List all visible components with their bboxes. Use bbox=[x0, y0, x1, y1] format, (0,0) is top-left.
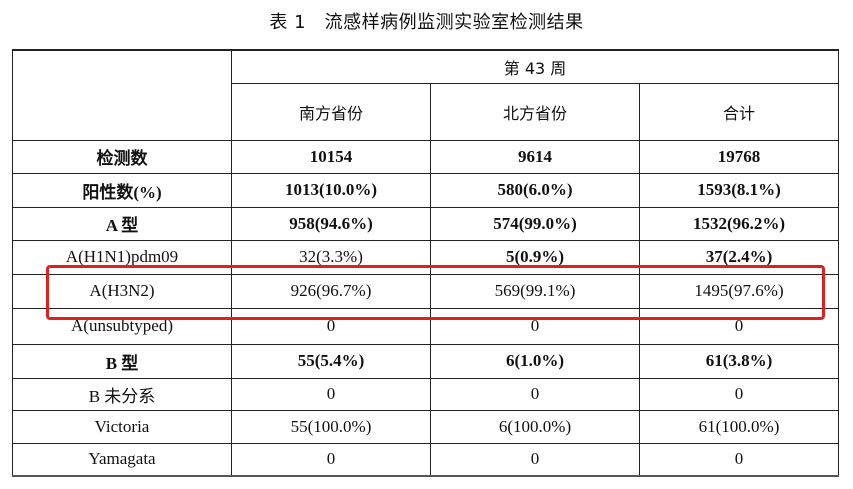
value-cell: 1495(97.6%) bbox=[638, 273, 840, 309]
row-label: 检测数 bbox=[12, 139, 232, 174]
row-label: 阳性数(%) bbox=[12, 172, 232, 208]
row-label: A(unsubtyped) bbox=[12, 307, 232, 345]
table-row: Victoria 55(100.0%) 6(100.0%) 61(100.0%) bbox=[12, 409, 840, 444]
value-cell: 0 bbox=[638, 442, 840, 477]
row-label: A(H3N2) bbox=[12, 273, 232, 309]
value-cell: 0 bbox=[638, 377, 840, 411]
table-row: A(unsubtyped) 0 0 0 bbox=[12, 307, 840, 345]
value-cell: 0 bbox=[430, 442, 640, 477]
value-cell: 37(2.4%) bbox=[638, 239, 840, 275]
table-row: Yamagata 0 0 0 bbox=[12, 442, 840, 477]
value-cell: 0 bbox=[231, 377, 431, 411]
value-cell: 1532(96.2%) bbox=[638, 206, 840, 241]
table-title: 表 1 流感样病例监测实验室检测结果 bbox=[269, 12, 584, 33]
value-cell: 580(6.0%) bbox=[430, 172, 640, 208]
row-label: A 型 bbox=[12, 206, 232, 241]
value-cell: 0 bbox=[430, 377, 640, 411]
column-header-total: 合计 bbox=[638, 82, 840, 141]
table-row: B 型 55(5.4%) 6(1.0%) 61(3.8%) bbox=[12, 343, 840, 379]
row-label: B 型 bbox=[12, 343, 232, 379]
value-cell: 6(1.0%) bbox=[430, 343, 640, 379]
value-cell: 569(99.1%) bbox=[430, 273, 640, 309]
value-cell: 6(100.0%) bbox=[430, 409, 640, 444]
week-header: 第 43 周 bbox=[230, 49, 840, 84]
value-cell: 55(5.4%) bbox=[231, 343, 431, 379]
value-cell: 0 bbox=[430, 307, 640, 345]
column-header-south: 南方省份 bbox=[231, 82, 431, 141]
value-cell: 61(100.0%) bbox=[638, 409, 840, 444]
table-row: B 未分系 0 0 0 bbox=[12, 377, 840, 411]
row-label: Victoria bbox=[12, 409, 232, 444]
value-cell: 958(94.6%) bbox=[231, 206, 431, 241]
table-row: A(H3N2) 926(96.7%) 569(99.1%) 1495(97.6%) bbox=[12, 273, 840, 309]
value-cell: 0 bbox=[231, 442, 431, 477]
value-cell: 926(96.7%) bbox=[231, 273, 431, 309]
row-label: Yamagata bbox=[12, 442, 232, 477]
table-row: A 型 958(94.6%) 574(99.0%) 1532(96.2%) bbox=[12, 206, 840, 241]
value-cell: 32(3.3%) bbox=[231, 239, 431, 275]
value-cell: 0 bbox=[231, 307, 431, 345]
value-cell: 574(99.0%) bbox=[430, 206, 640, 241]
value-cell: 1593(8.1%) bbox=[638, 172, 840, 208]
value-cell: 9614 bbox=[430, 139, 640, 174]
value-cell: 5(0.9%) bbox=[430, 239, 640, 275]
table-row: 阳性数(%) 1013(10.0%) 580(6.0%) 1593(8.1%) bbox=[12, 172, 840, 208]
row-label: B 未分系 bbox=[12, 377, 232, 411]
table-row: 检测数 10154 9614 19768 bbox=[12, 139, 840, 174]
lab-results-table: 第 43 周 南方省份 北方省份 合计 检测数 10154 9614 19768 阳性数… bbox=[12, 49, 840, 477]
row-label: A(H1N1)pdm09 bbox=[12, 239, 232, 275]
value-cell: 0 bbox=[638, 307, 840, 345]
value-cell: 1013(10.0%) bbox=[231, 172, 431, 208]
corner-cell bbox=[12, 49, 232, 141]
value-cell: 55(100.0%) bbox=[231, 409, 431, 444]
value-cell: 10154 bbox=[231, 139, 431, 174]
value-cell: 19768 bbox=[638, 139, 840, 174]
value-cell: 61(3.8%) bbox=[638, 343, 840, 379]
table-row: A(H1N1)pdm09 32(3.3%) 5(0.9%) 37(2.4%) bbox=[12, 239, 840, 275]
column-header-north: 北方省份 bbox=[430, 82, 640, 141]
